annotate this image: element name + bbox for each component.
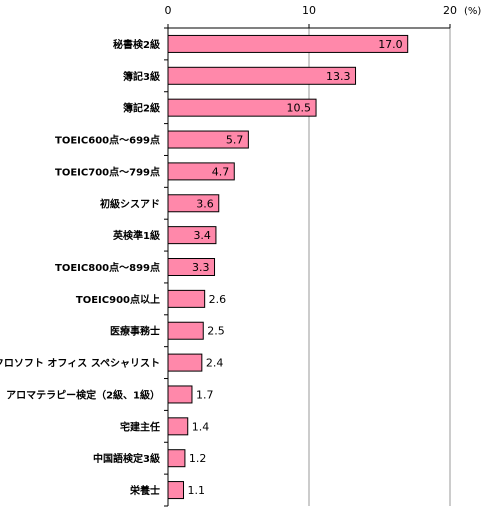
value-label: 2.4 [206, 357, 224, 370]
bar [167, 226, 217, 245]
value-label: 1.4 [192, 420, 210, 433]
value-label: 17.0 [378, 38, 403, 51]
bar [167, 162, 235, 181]
value-label: 2.6 [209, 293, 227, 306]
value-label: 3.6 [196, 197, 214, 210]
value-label: 1.7 [196, 388, 214, 401]
category-label: マイクロソフト オフィス スペシャリスト [0, 358, 160, 370]
category-label: 英検準1級 [112, 229, 160, 242]
bar [167, 481, 185, 500]
x-tick-label: 20 [443, 4, 457, 17]
category-label: 秘書検2級 [113, 38, 160, 51]
bar [167, 34, 409, 53]
bar [167, 353, 203, 372]
category-label: アロマテラピー検定（2級、1級） [6, 388, 160, 401]
category-label: 宅建主任 [120, 420, 160, 433]
category-label: 中国語検定3級 [93, 452, 160, 465]
category-label: 簿記3級 [123, 70, 160, 83]
category-label: 医療事務士 [110, 325, 160, 338]
value-label: 10.5 [287, 102, 312, 115]
bar [167, 258, 216, 276]
gridlines [308, 28, 451, 506]
value-label: 5.7 [226, 134, 244, 147]
bar [167, 66, 357, 85]
bar [167, 449, 186, 468]
category-label: 簿記2級 [123, 102, 160, 115]
x-tick-label: 0 [165, 4, 172, 17]
value-label: 2.5 [207, 325, 225, 338]
value-label: 1.1 [188, 484, 206, 497]
value-label: 13.3 [326, 70, 351, 83]
category-label: 栄養士 [129, 484, 160, 497]
bar [167, 289, 206, 308]
bar [167, 321, 204, 340]
category-label: TOEIC900点以上 [76, 293, 160, 306]
labels: 0 10 20 (%) 秘書検2級 17.0 簿記3級 13.3 簿記2級 10.5 TOEIC60… [0, 4, 481, 497]
value-label: 3.4 [193, 229, 211, 242]
category-label: 初級シスアド [100, 197, 160, 210]
bar [167, 417, 189, 436]
bar [167, 385, 193, 404]
bars [167, 34, 409, 500]
bar [167, 130, 249, 149]
value-label: 4.7 [212, 165, 230, 178]
category-label: TOEIC700点～799点 [55, 165, 160, 178]
category-label: TOEIC800点～899点 [55, 261, 160, 274]
x-tick-label: 10 [302, 4, 316, 17]
value-label: 3.3 [192, 261, 210, 274]
value-label: 1.2 [189, 452, 207, 465]
category-label: TOEIC600点～699点 [55, 134, 160, 147]
unit-label: (%) [464, 6, 481, 17]
bar [167, 98, 317, 117]
bar [167, 194, 220, 213]
